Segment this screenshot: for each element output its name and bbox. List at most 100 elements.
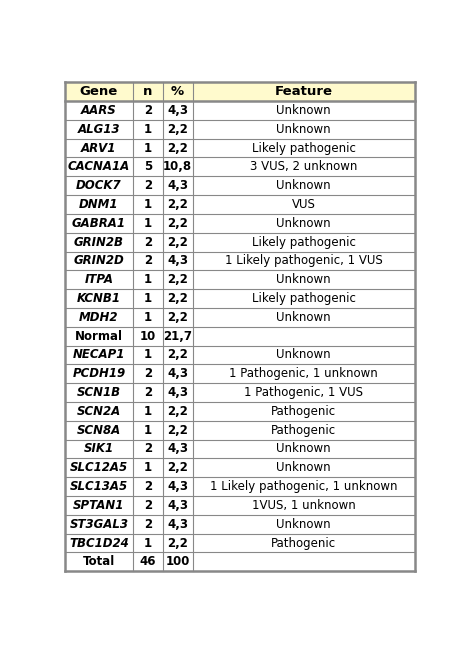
Text: 1: 1: [144, 405, 152, 418]
Text: 1: 1: [144, 292, 152, 305]
Text: GRIN2B: GRIN2B: [74, 236, 124, 248]
Text: ST3GAL3: ST3GAL3: [69, 518, 128, 531]
Text: Pathogenic: Pathogenic: [271, 536, 336, 549]
Text: ARV1: ARV1: [81, 142, 117, 155]
Text: 1VUS, 1 unknown: 1VUS, 1 unknown: [252, 499, 356, 512]
Text: Pathogenic: Pathogenic: [271, 405, 336, 418]
Text: Likely pathogenic: Likely pathogenic: [252, 142, 356, 155]
Bar: [65, 327, 415, 345]
Text: DNM1: DNM1: [79, 198, 118, 211]
Text: 21,7: 21,7: [163, 329, 192, 343]
Text: GABRA1: GABRA1: [72, 217, 126, 230]
Text: Likely pathogenic: Likely pathogenic: [252, 236, 356, 248]
Text: 2: 2: [144, 386, 152, 399]
Text: KCNB1: KCNB1: [77, 292, 121, 305]
Text: 2,2: 2,2: [167, 217, 188, 230]
Bar: [65, 82, 415, 101]
Text: 1: 1: [144, 198, 152, 211]
Text: 10: 10: [140, 329, 156, 343]
Text: 2: 2: [144, 499, 152, 512]
Text: TBC1D24: TBC1D24: [69, 536, 129, 549]
Bar: [65, 252, 415, 270]
Text: 2: 2: [144, 104, 152, 117]
Text: 2,2: 2,2: [167, 461, 188, 474]
Text: 2: 2: [144, 443, 152, 455]
Text: 3 VUS, 2 unknown: 3 VUS, 2 unknown: [250, 160, 358, 173]
Text: Total: Total: [83, 555, 115, 568]
Bar: [65, 534, 415, 553]
Text: Unknown: Unknown: [277, 104, 331, 117]
Bar: [65, 345, 415, 364]
Text: Unknown: Unknown: [277, 273, 331, 286]
Text: SLC12A5: SLC12A5: [70, 461, 128, 474]
Text: 2: 2: [144, 480, 152, 493]
Text: 10,8: 10,8: [163, 160, 192, 173]
Bar: [65, 553, 415, 571]
Text: Unknown: Unknown: [277, 179, 331, 192]
Text: SCN1B: SCN1B: [77, 386, 121, 399]
Text: 4,3: 4,3: [167, 443, 188, 455]
Text: Likely pathogenic: Likely pathogenic: [252, 292, 356, 305]
Text: CACNA1A: CACNA1A: [68, 160, 130, 173]
Text: 4,3: 4,3: [167, 104, 188, 117]
Text: 1: 1: [144, 273, 152, 286]
Text: GRIN2D: GRIN2D: [73, 254, 124, 267]
Text: SCN2A: SCN2A: [77, 405, 121, 418]
Text: VUS: VUS: [292, 198, 316, 211]
Text: 5: 5: [144, 160, 152, 173]
Bar: [65, 308, 415, 327]
Text: 2,2: 2,2: [167, 123, 188, 136]
Text: AARS: AARS: [81, 104, 117, 117]
Text: Unknown: Unknown: [277, 443, 331, 455]
Text: SIK1: SIK1: [84, 443, 114, 455]
Text: 2,2: 2,2: [167, 311, 188, 324]
Text: %: %: [171, 85, 184, 98]
Text: 2,2: 2,2: [167, 142, 188, 155]
Text: Feature: Feature: [275, 85, 333, 98]
Text: 2,2: 2,2: [167, 236, 188, 248]
Text: Unknown: Unknown: [277, 349, 331, 362]
Text: 1 Pathogenic, 1 VUS: 1 Pathogenic, 1 VUS: [244, 386, 363, 399]
Text: 1: 1: [144, 461, 152, 474]
Text: ALG13: ALG13: [78, 123, 120, 136]
Text: 1 Likely pathogenic, 1 unknown: 1 Likely pathogenic, 1 unknown: [210, 480, 397, 493]
Bar: [65, 270, 415, 289]
Text: Normal: Normal: [75, 329, 123, 343]
Text: 1: 1: [144, 311, 152, 324]
Bar: [65, 101, 415, 120]
Text: 4,3: 4,3: [167, 179, 188, 192]
Bar: [65, 214, 415, 233]
Bar: [65, 477, 415, 496]
Bar: [65, 439, 415, 458]
Bar: [65, 458, 415, 477]
Bar: [65, 233, 415, 252]
Text: 1: 1: [144, 424, 152, 437]
Text: Unknown: Unknown: [277, 311, 331, 324]
Bar: [65, 515, 415, 534]
Text: 4,3: 4,3: [167, 480, 188, 493]
Text: NECAP1: NECAP1: [73, 349, 125, 362]
Text: 4,3: 4,3: [167, 499, 188, 512]
Text: Pathogenic: Pathogenic: [271, 424, 336, 437]
Text: 2,2: 2,2: [167, 198, 188, 211]
Text: 2: 2: [144, 179, 152, 192]
Bar: [65, 383, 415, 402]
Text: 2: 2: [144, 518, 152, 531]
Text: DOCK7: DOCK7: [76, 179, 122, 192]
Text: 1: 1: [144, 123, 152, 136]
Text: 2: 2: [144, 367, 152, 380]
Text: ITPA: ITPA: [84, 273, 113, 286]
Text: Gene: Gene: [80, 85, 118, 98]
Text: 2,2: 2,2: [167, 424, 188, 437]
Text: 1 Pathogenic, 1 unknown: 1 Pathogenic, 1 unknown: [229, 367, 378, 380]
Text: 4,3: 4,3: [167, 518, 188, 531]
Bar: [65, 138, 415, 157]
Text: Unknown: Unknown: [277, 518, 331, 531]
Text: SLC13A5: SLC13A5: [70, 480, 128, 493]
Text: 1 Likely pathogenic, 1 VUS: 1 Likely pathogenic, 1 VUS: [225, 254, 383, 267]
Text: MDH2: MDH2: [79, 311, 118, 324]
Text: 2,2: 2,2: [167, 349, 188, 362]
Text: 1: 1: [144, 536, 152, 549]
Text: Unknown: Unknown: [277, 217, 331, 230]
Text: Unknown: Unknown: [277, 461, 331, 474]
